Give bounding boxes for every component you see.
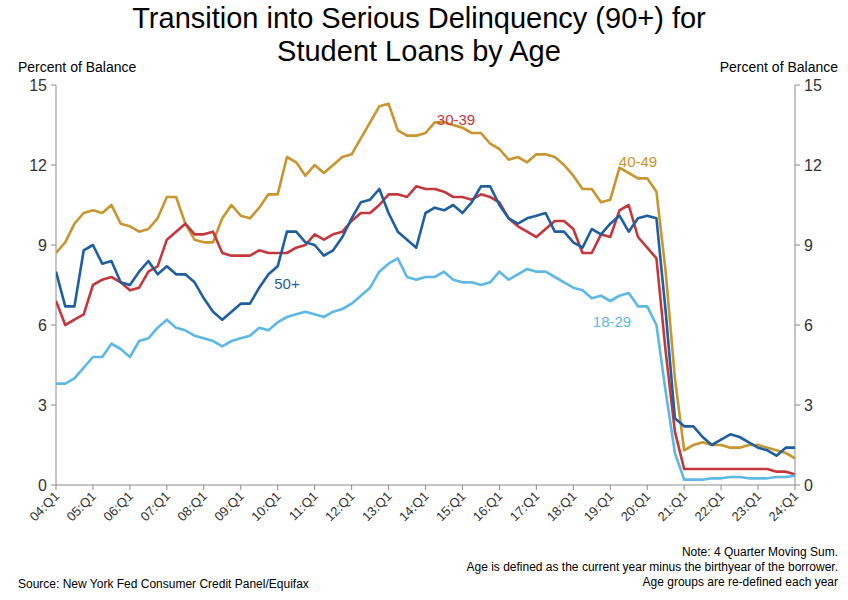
x-tick-label: 10:Q1 <box>248 489 284 525</box>
x-tick <box>56 485 57 490</box>
x-tick <box>129 485 130 490</box>
x-tick <box>610 485 611 490</box>
x-tick-label: 06:Q1 <box>100 489 136 525</box>
x-tick <box>536 485 537 490</box>
title: Transition into Serious Delinquency (90+… <box>132 2 706 67</box>
y-tick-label: 12 <box>29 157 47 174</box>
x-tick-label: 11:Q1 <box>286 489 321 524</box>
x-tick <box>314 485 315 490</box>
title-line: Student Loans by Age <box>277 35 561 67</box>
x-tick-label: 20:Q1 <box>618 489 654 525</box>
note: Note: 4 Quarter Moving Sum. <box>682 545 838 559</box>
series-line <box>56 186 795 474</box>
x-tick <box>166 485 167 490</box>
y2-tick-label: 0 <box>804 477 813 494</box>
y2-axis-line <box>795 85 796 485</box>
x-tick-label: 24:Q1 <box>765 489 801 525</box>
y2-tick-label: 15 <box>804 77 822 94</box>
series-line <box>56 104 795 459</box>
x-tick <box>795 485 796 490</box>
series-label: 40-49 <box>619 153 657 170</box>
y2-tick <box>795 245 800 246</box>
y2-tick-label: 9 <box>804 237 813 254</box>
x-tick <box>425 485 426 490</box>
y2-tick-label: 6 <box>804 317 813 334</box>
chart: Transition into Serious Delinquency (90+… <box>0 0 848 600</box>
x-tick <box>92 485 93 490</box>
x-tick-label: 23:Q1 <box>729 489 765 525</box>
y-tick <box>51 485 56 486</box>
y2-tick <box>795 85 800 86</box>
y2-tick <box>795 165 800 166</box>
x-tick-label: 13:Q1 <box>359 489 395 525</box>
series-label: 30-39 <box>437 111 475 128</box>
y-tick <box>51 405 56 406</box>
x-tick <box>351 485 352 490</box>
x-tick-label: 15:Q1 <box>433 489 469 525</box>
y2-axis-label: Percent of Balance <box>720 59 839 75</box>
y-axis-line <box>56 85 57 485</box>
x-tick-label: 17:Q1 <box>507 489 543 525</box>
x-tick <box>573 485 574 490</box>
y2-tick <box>795 485 800 486</box>
y-tick <box>51 245 56 246</box>
source: Source: New York Fed Consumer Credit Pan… <box>18 577 309 591</box>
x-tick-label: 21:Q1 <box>655 489 691 525</box>
y2-tick-label: 3 <box>804 397 813 414</box>
y2-tick-label: 12 <box>804 157 822 174</box>
plot-area <box>56 104 795 480</box>
y-tick-label: 3 <box>38 397 47 414</box>
y-tick-label: 0 <box>38 477 47 494</box>
y-tick <box>51 85 56 86</box>
series-line <box>56 258 795 479</box>
y2-tick <box>795 405 800 406</box>
series-label: 18-29 <box>593 313 631 330</box>
y-tick-label: 15 <box>29 77 47 94</box>
y-tick <box>51 165 56 166</box>
y-tick-label: 6 <box>38 317 47 334</box>
x-tick-label: 09:Q1 <box>211 489 247 525</box>
x-tick <box>758 485 759 490</box>
x-tick-label: 12:Q1 <box>322 489 358 525</box>
note: Age groups are re-defined each year <box>643 575 838 589</box>
x-tick <box>388 485 389 490</box>
x-tick-label: 22:Q1 <box>692 489 728 525</box>
x-tick-label: 08:Q1 <box>174 489 210 525</box>
y-axis-label: Percent of Balance <box>18 59 137 75</box>
title-line: Transition into Serious Delinquency (90+… <box>132 2 706 34</box>
x-tick-label: 07:Q1 <box>137 489 173 525</box>
x-tick-label: 19:Q1 <box>581 489 617 525</box>
x-tick-label: 04:Q1 <box>26 489 62 525</box>
x-tick <box>462 485 463 490</box>
x-tick <box>240 485 241 490</box>
x-tick-label: 05:Q1 <box>63 489 99 525</box>
series-label: 50+ <box>274 275 300 292</box>
x-tick <box>277 485 278 490</box>
x-tick-label: 18:Q1 <box>544 489 580 525</box>
x-tick-label: 16:Q1 <box>470 489 506 525</box>
note: Age is defined as the current year minus… <box>466 560 838 574</box>
x-tick-label: 14:Q1 <box>396 489 432 525</box>
x-tick <box>684 485 685 490</box>
x-tick <box>721 485 722 490</box>
y-tick-label: 9 <box>38 237 47 254</box>
x-tick <box>647 485 648 490</box>
y2-tick <box>795 325 800 326</box>
x-tick <box>499 485 500 490</box>
x-tick <box>203 485 204 490</box>
y-tick <box>51 325 56 326</box>
